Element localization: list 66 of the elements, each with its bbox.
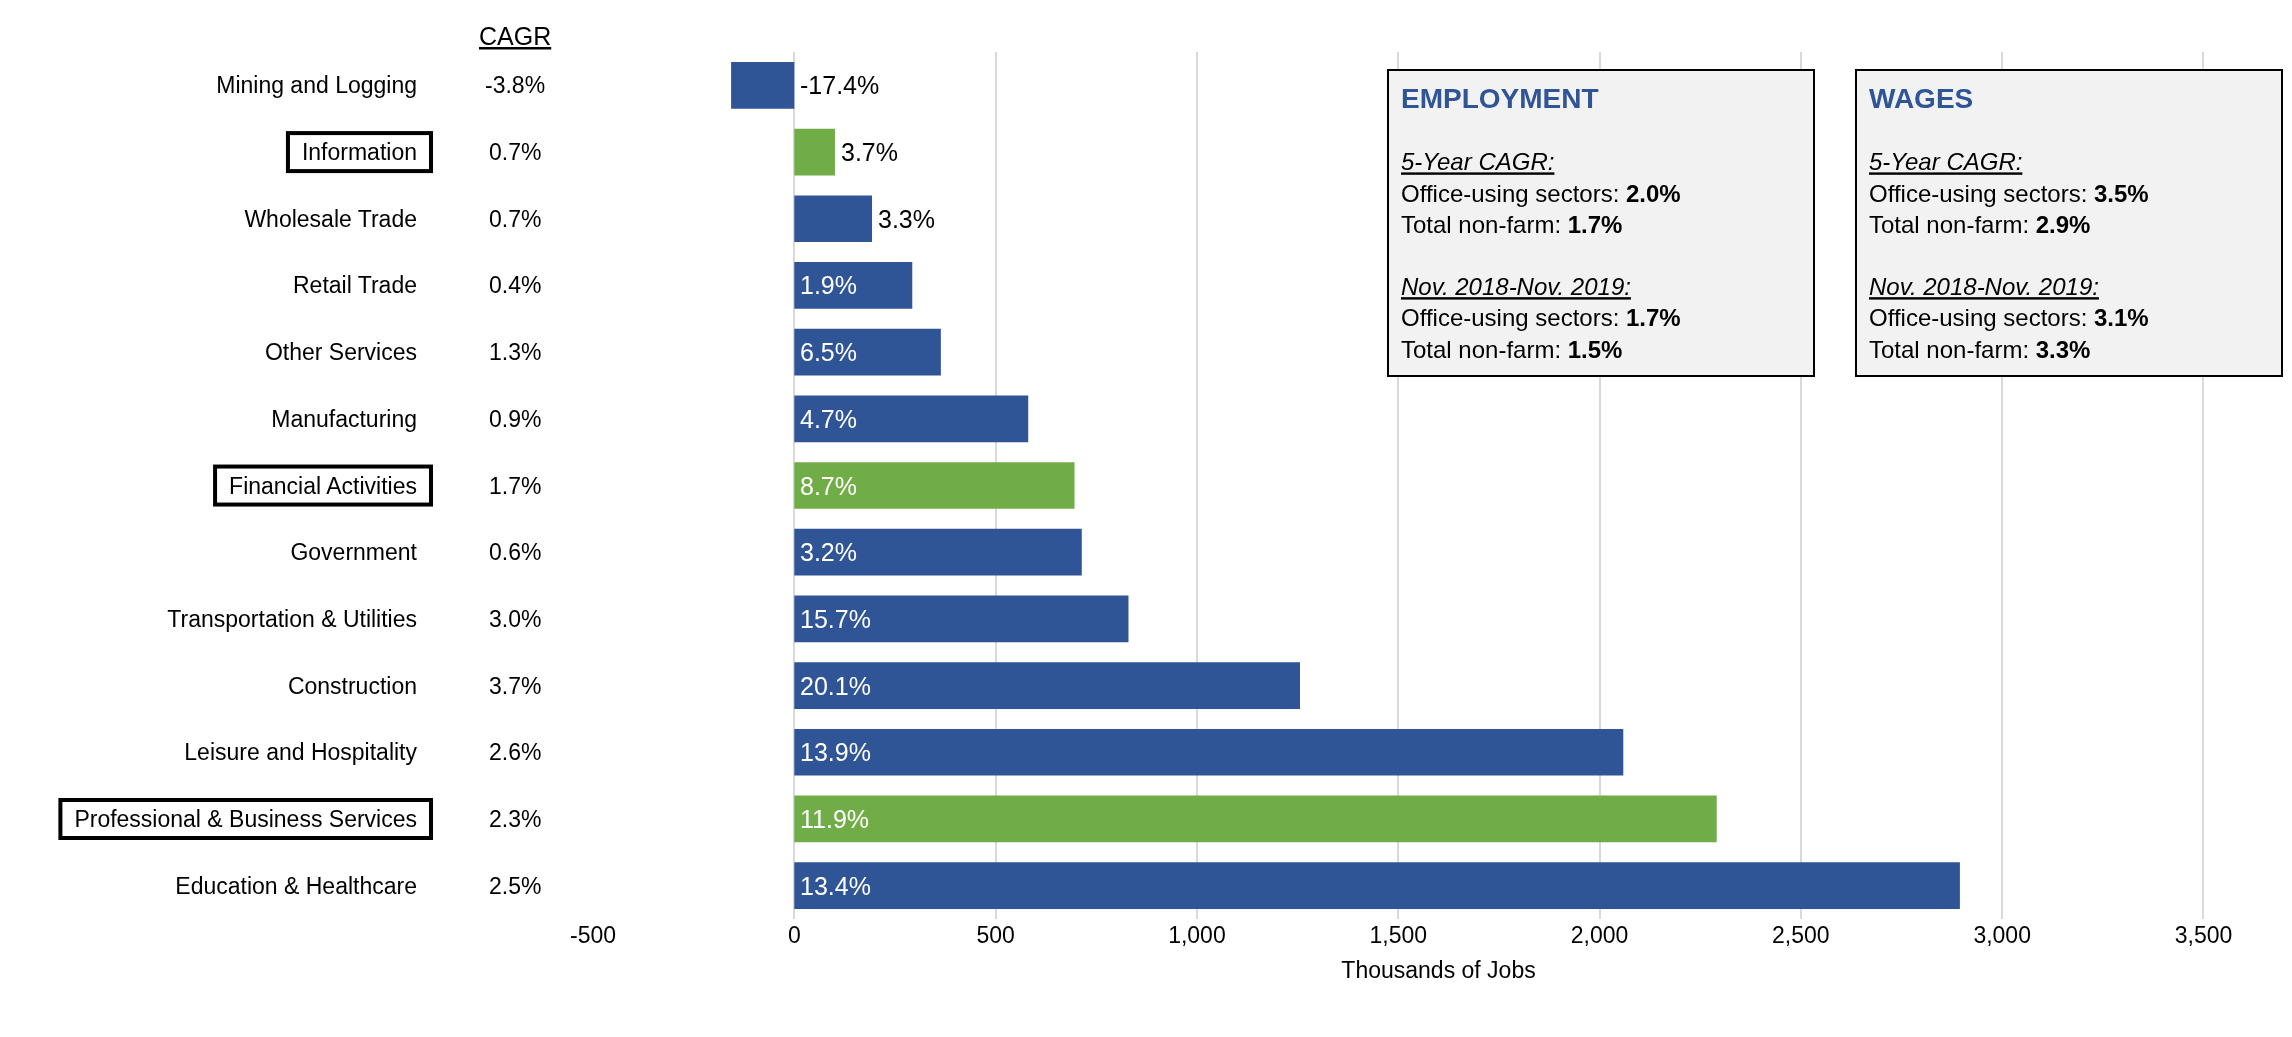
annotation: 3.7% [841, 138, 898, 166]
y-tick-label: Information [301, 139, 417, 166]
bar [794, 195, 873, 243]
annotation: 3.3% [878, 205, 935, 233]
y-tick-label: Retail Trade [292, 272, 417, 299]
text: CAGR [479, 22, 552, 50]
y-tick-label: Manufacturing [271, 405, 417, 432]
text: 0.6% [489, 539, 542, 565]
y-tick-label: Education & Healthcare [175, 872, 417, 899]
y-tick-label: Other Services [264, 339, 417, 366]
y-tick-label: Wholesale Trade [244, 205, 417, 232]
text-box: WAGES 5-Year CAGR: Office-using sectors: 3.5% Total non-farm: 2.9% Nov. 2018-Nov. 2019: Office-using sectors: 3.1% Total non-farm: 3.3% [1855, 69, 2283, 377]
bar [794, 662, 1300, 709]
x-tick-label: 3,000 [1973, 922, 2031, 948]
x-tick-label: 1,500 [1369, 922, 1428, 948]
y-tick-label: Mining and Logging [216, 72, 417, 99]
annotation: 1.9% [800, 271, 857, 299]
text: 0.7% [489, 206, 542, 232]
text-box: EMPLOYMENT 5-Year CAGR: Office-using sectors: 2.0% Total non-farm: 1.7% Nov. 2018-Nov. 2019: Office-using sectors: 1.7% Total non-farm: 1.5% [1387, 69, 1815, 377]
text: 2.5% [489, 873, 542, 899]
annotation: 8.7% [800, 472, 857, 500]
x-tick-label: 500 [976, 922, 1015, 948]
annotation: 20.1% [800, 672, 871, 700]
bar [794, 262, 913, 309]
annotation: 11.9% [800, 805, 870, 833]
bar [794, 395, 1029, 443]
text: 1.7% [489, 473, 542, 499]
text: -3.8% [485, 72, 546, 98]
y-tick-label: Government [290, 539, 418, 566]
y-tick-label: Construction [287, 672, 417, 699]
bar [794, 328, 941, 376]
bar [794, 462, 1075, 509]
y-tick-label: Transportation & Utilities [167, 605, 417, 632]
y-tick-label: Leisure and Hospitality [184, 739, 418, 766]
text: 3.0% [489, 606, 542, 632]
text: 1.3% [489, 339, 542, 365]
bar [794, 795, 1717, 843]
annotation: 4.7% [800, 405, 857, 433]
text: 0.4% [489, 272, 542, 298]
x-tick-label: 2,000 [1570, 922, 1629, 948]
x-tick-label: -500 [569, 922, 617, 948]
bar [794, 528, 1082, 576]
bar [794, 595, 1129, 643]
text: 0.7% [489, 139, 542, 165]
x-axis-title: Thousands of Jobs [1341, 956, 1536, 983]
annotation: -17.4% [800, 71, 880, 99]
x-tick-label: 2,500 [1772, 922, 1830, 948]
text: 2.3% [489, 806, 542, 832]
x-tick-label: 0 [787, 922, 801, 948]
annotation: 6.5% [800, 338, 857, 366]
annotation: 1.7% [1567, 210, 1623, 238]
bar [794, 862, 1960, 909]
x-tick-label: 1,000 [1168, 922, 1226, 948]
annotation: 13.9% [800, 738, 871, 766]
text: 3.7% [489, 673, 542, 699]
y-tick-label: Professional & Business Services [74, 806, 417, 833]
bar [731, 62, 795, 109]
x-tick-label: 3,500 [2174, 922, 2233, 948]
annotation: 3.2% [800, 538, 857, 566]
text: 2.6% [489, 739, 542, 765]
annotation: 13.4% [800, 872, 871, 900]
text: 0.9% [489, 406, 542, 432]
annotation: 15.7% [800, 605, 871, 633]
y-tick-label: Financial Activities [229, 472, 417, 499]
bar [794, 128, 835, 176]
bar [794, 728, 1624, 776]
